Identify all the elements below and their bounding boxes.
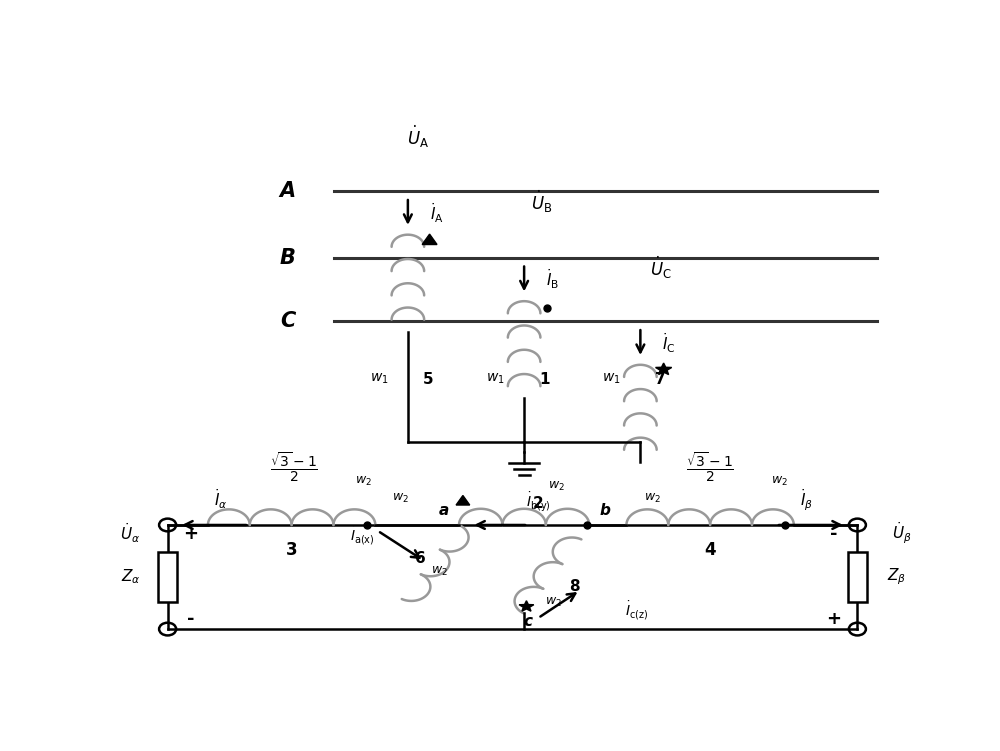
- Text: -: -: [830, 525, 838, 543]
- Text: $w_1$: $w_1$: [486, 372, 505, 387]
- Text: 7: 7: [655, 372, 666, 387]
- Text: $\dot{I}_{\rm C}$: $\dot{I}_{\rm C}$: [662, 331, 676, 354]
- Text: $\dot{U}_{\rm B}$: $\dot{U}_{\rm B}$: [531, 189, 553, 216]
- Text: 5: 5: [423, 372, 433, 387]
- Text: -: -: [187, 610, 195, 628]
- Text: $\dot{U}_{\beta}$: $\dot{U}_{\beta}$: [892, 521, 912, 547]
- Text: +: +: [827, 610, 842, 628]
- Polygon shape: [422, 234, 437, 245]
- Text: A: A: [280, 181, 296, 201]
- Text: $w_2$: $w_2$: [392, 492, 409, 505]
- Text: $\dot{U}_{\alpha}$: $\dot{U}_{\alpha}$: [120, 522, 141, 545]
- Text: c: c: [524, 614, 532, 629]
- Text: b: b: [599, 502, 610, 517]
- Text: 6: 6: [415, 550, 426, 566]
- Text: $w_2$: $w_2$: [548, 481, 565, 493]
- Text: 1: 1: [539, 372, 550, 387]
- Text: $\dot{I}_{\alpha}$: $\dot{I}_{\alpha}$: [214, 487, 227, 511]
- Text: $w_2$: $w_2$: [644, 492, 660, 505]
- Text: $w_1$: $w_1$: [370, 372, 388, 387]
- Text: $\dot{I}_{\rm A}$: $\dot{I}_{\rm A}$: [430, 201, 443, 225]
- Text: $Z_{\alpha}$: $Z_{\alpha}$: [121, 568, 140, 587]
- Text: $\dot{I}_{\rm b(y)}$: $\dot{I}_{\rm b(y)}$: [526, 490, 551, 513]
- Text: $\dot{I}_{\beta}$: $\dot{I}_{\beta}$: [800, 487, 814, 513]
- Text: $\dfrac{\sqrt{3}-1}{2}$: $\dfrac{\sqrt{3}-1}{2}$: [270, 451, 318, 484]
- Text: $\dot{I}_{\rm B}$: $\dot{I}_{\rm B}$: [546, 267, 559, 291]
- Text: a: a: [438, 502, 449, 517]
- Text: $w_2$: $w_2$: [431, 566, 448, 578]
- Text: $w_2$: $w_2$: [545, 596, 562, 610]
- Text: $\dot{U}_{\rm C}$: $\dot{U}_{\rm C}$: [650, 255, 672, 282]
- Text: $Z_{\beta}$: $Z_{\beta}$: [887, 567, 906, 587]
- Text: 4: 4: [704, 541, 716, 559]
- Text: 8: 8: [569, 580, 580, 595]
- Text: 3: 3: [286, 541, 297, 559]
- Text: $\dot{I}_{\rm c(z)}$: $\dot{I}_{\rm c(z)}$: [625, 599, 648, 623]
- Text: C: C: [280, 312, 295, 331]
- Polygon shape: [656, 363, 672, 375]
- Text: $\dfrac{\sqrt{3}-1}{2}$: $\dfrac{\sqrt{3}-1}{2}$: [686, 451, 734, 484]
- Polygon shape: [519, 601, 534, 611]
- Polygon shape: [456, 496, 470, 505]
- Text: $\dot{I}_{\rm a(x)}$: $\dot{I}_{\rm a(x)}$: [350, 524, 374, 547]
- Bar: [158, 553, 177, 602]
- Text: $w_1$: $w_1$: [602, 372, 621, 387]
- Text: $w_2$: $w_2$: [771, 475, 788, 488]
- Bar: [848, 553, 867, 602]
- Text: +: +: [183, 525, 198, 543]
- Text: 2: 2: [533, 496, 543, 511]
- Text: B: B: [280, 248, 296, 268]
- Text: $\dot{U}_{\rm A}$: $\dot{U}_{\rm A}$: [407, 124, 429, 150]
- Text: $w_2$: $w_2$: [355, 475, 372, 488]
